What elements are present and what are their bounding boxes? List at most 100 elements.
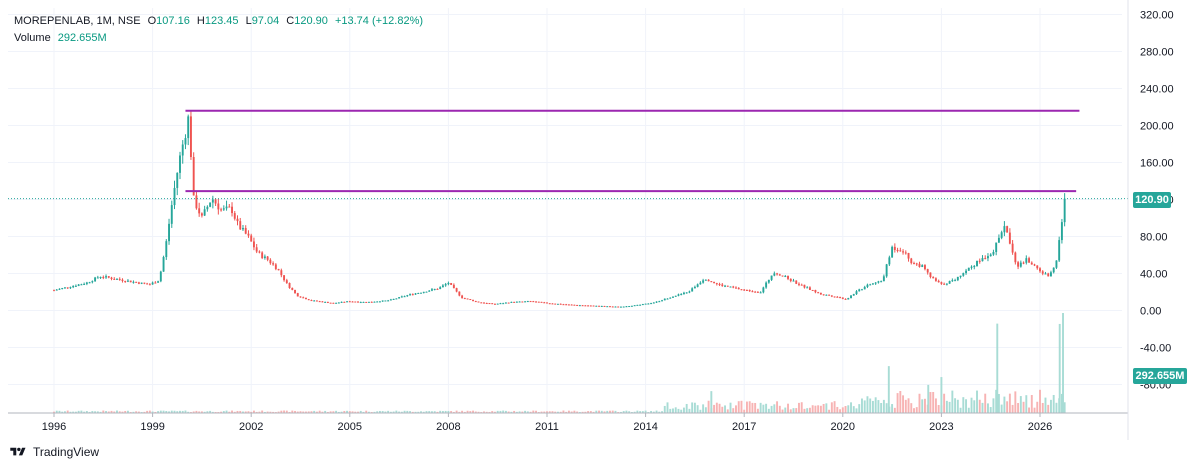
volume-bar [543,411,546,413]
volume-bar [159,410,162,413]
volume-bar [762,404,765,413]
volume-bar [546,411,548,413]
volume-bar [181,410,184,413]
candle-body [995,242,998,252]
candle-body [228,206,231,208]
candle-body [767,279,770,283]
candle-body [335,302,338,304]
volume-bar [776,401,779,413]
candle-body [450,282,453,285]
candle-body [420,292,422,294]
volume-bar [261,410,264,413]
candle-body [148,284,151,286]
volume-bar [929,392,932,413]
volume-bar [984,393,987,413]
candle-body [74,285,77,287]
candle-body [80,284,83,286]
candle-body [198,208,201,214]
candle-body [192,157,195,196]
candle-body [762,287,765,293]
volume-bar [477,411,480,413]
volume-bar [441,411,444,413]
candle-body [346,301,349,303]
volume-bar [595,410,598,413]
x-tick-label: 2023 [929,421,953,433]
volume-bar [107,411,110,413]
y-tick-label: 0.00 [1140,306,1161,318]
volume-bar [904,399,907,413]
volume-bar [346,410,349,413]
volume-bar [882,399,885,413]
volume-bar [324,410,327,413]
candle-body [836,296,839,298]
volume-bar [343,410,346,413]
candle-body [619,306,622,308]
volume-bar [532,410,535,413]
horizontal-levels[interactable] [8,109,1128,200]
volume-bar [743,409,746,413]
candle-body [83,283,86,285]
candle-body [674,295,677,297]
volume-bar [803,408,806,413]
volume-bar [674,407,677,413]
candle-body [598,305,600,307]
volume-bar [378,410,381,413]
candle-body [1063,198,1066,223]
volume-bar [524,410,527,413]
candle-body [274,264,277,270]
candle-body [214,199,217,204]
candle-body [461,295,464,299]
candle-body [348,301,351,303]
volume-bar [995,389,998,413]
candle-body [222,208,225,210]
candle-body [217,203,220,210]
volume-bar [1025,395,1028,413]
candle-body [1060,222,1063,241]
volume-bar [1063,402,1066,413]
candle-body [359,302,362,304]
volume-bar [682,407,685,413]
volume-bar [504,410,507,413]
volume-bar [839,409,842,413]
volume-bar [740,400,743,413]
volume-bar [302,411,305,413]
candle-body [72,285,75,288]
candle-body [855,291,858,295]
volume-bar [625,410,628,413]
candle-body [137,282,140,284]
volume-bar [211,411,214,413]
candle-body [565,304,568,306]
candle-body [107,276,110,278]
volume-bar [296,411,299,413]
candle-body [318,301,321,303]
volume-bar [116,410,118,413]
volume-bar [458,411,461,413]
volume-bar [967,407,970,413]
candle-body [236,218,239,222]
candle-body [258,251,261,253]
candle-body [220,209,223,211]
volume-bar [417,411,420,413]
candle-body [252,241,255,248]
candle-body [924,265,926,270]
tradingview-branding[interactable]: TradingView [8,445,99,459]
candle-body [628,306,631,308]
candle-body [94,277,97,282]
candle-body [88,282,91,284]
candle-body [1028,258,1031,263]
candle-body [425,291,428,293]
volume-bar [1011,404,1014,413]
volume-bar [121,411,124,413]
volume-bar [384,411,387,413]
volume-bar [439,410,442,413]
volume-bar [565,411,568,413]
volume-bar [770,405,773,413]
volume-bar [1033,407,1036,413]
candle-body [921,265,924,267]
candle-body [266,256,269,260]
candle-body [770,275,773,280]
volume-bar [652,411,655,413]
volume-bar [436,411,439,413]
candle-body [781,275,784,277]
